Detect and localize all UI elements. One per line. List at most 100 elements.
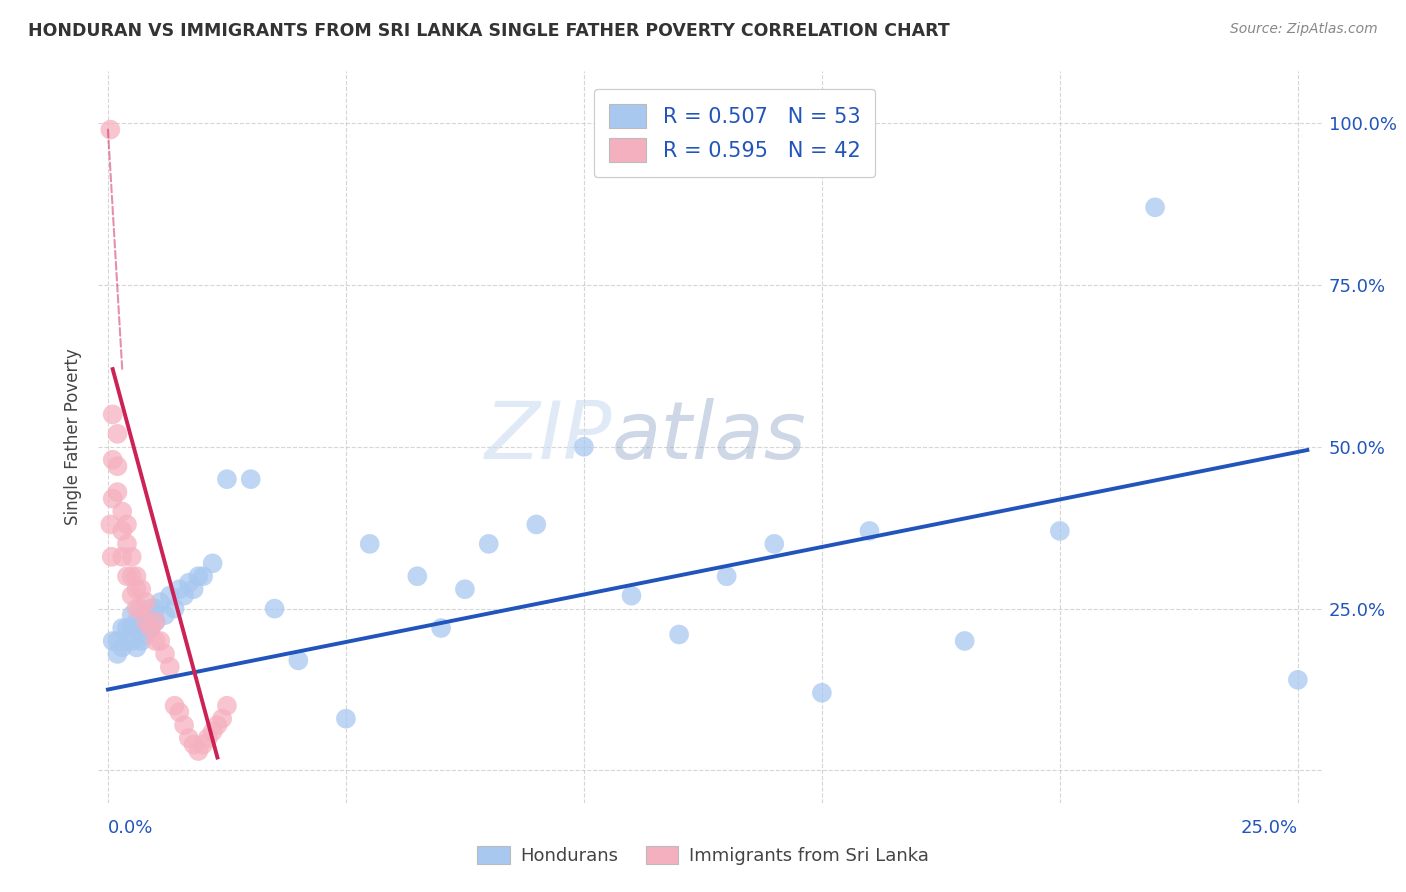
- Point: [145, 601, 167, 615]
- Point: [763, 537, 786, 551]
- Point: [215, 472, 238, 486]
- Legend: Hondurans, Immigrants from Sri Lanka: Hondurans, Immigrants from Sri Lanka: [468, 837, 938, 874]
- Point: [716, 569, 738, 583]
- Point: [263, 601, 285, 615]
- Point: [129, 634, 152, 648]
- Point: [668, 627, 690, 641]
- Point: [139, 621, 162, 635]
- Point: [163, 601, 186, 615]
- Point: [101, 491, 124, 506]
- Point: [191, 738, 214, 752]
- Point: [145, 634, 167, 648]
- Point: [1144, 200, 1167, 214]
- Point: [811, 686, 834, 700]
- Point: [149, 595, 172, 609]
- Point: [115, 569, 138, 583]
- Point: [129, 621, 152, 635]
- Point: [572, 440, 595, 454]
- Legend: R = 0.507   N = 53, R = 0.595   N = 42: R = 0.507 N = 53, R = 0.595 N = 42: [593, 89, 875, 177]
- Point: [107, 485, 129, 500]
- Point: [125, 582, 148, 597]
- Text: 25.0%: 25.0%: [1240, 819, 1298, 837]
- Point: [111, 524, 134, 538]
- Point: [163, 698, 186, 713]
- Point: [953, 634, 976, 648]
- Point: [524, 517, 547, 532]
- Point: [107, 426, 129, 441]
- Point: [121, 634, 143, 648]
- Point: [129, 582, 152, 597]
- Point: [207, 718, 229, 732]
- Point: [111, 549, 134, 564]
- Point: [159, 589, 181, 603]
- Point: [115, 621, 138, 635]
- Point: [125, 569, 148, 583]
- Point: [478, 537, 501, 551]
- Point: [121, 621, 143, 635]
- Point: [187, 569, 209, 583]
- Point: [101, 408, 124, 422]
- Point: [98, 122, 121, 136]
- Point: [135, 595, 157, 609]
- Point: [159, 660, 181, 674]
- Text: ZIP: ZIP: [485, 398, 612, 476]
- Point: [139, 601, 162, 615]
- Point: [620, 589, 643, 603]
- Point: [129, 601, 152, 615]
- Point: [215, 698, 238, 713]
- Point: [107, 634, 129, 648]
- Point: [145, 615, 167, 629]
- Point: [187, 744, 209, 758]
- Point: [177, 575, 200, 590]
- Point: [115, 537, 138, 551]
- Point: [1286, 673, 1309, 687]
- Point: [121, 608, 143, 623]
- Point: [121, 569, 143, 583]
- Point: [121, 549, 143, 564]
- Point: [115, 634, 138, 648]
- Point: [287, 653, 309, 667]
- Point: [125, 640, 148, 655]
- Point: [183, 738, 205, 752]
- Point: [858, 524, 880, 538]
- Point: [145, 615, 167, 629]
- Point: [125, 601, 148, 615]
- Point: [173, 589, 195, 603]
- Point: [139, 621, 162, 635]
- Point: [239, 472, 262, 486]
- Point: [111, 621, 134, 635]
- Point: [211, 712, 233, 726]
- Point: [115, 517, 138, 532]
- Point: [107, 647, 129, 661]
- Point: [135, 615, 157, 629]
- Point: [153, 608, 176, 623]
- Point: [335, 712, 357, 726]
- Text: 0.0%: 0.0%: [108, 819, 153, 837]
- Point: [111, 640, 134, 655]
- Point: [169, 705, 191, 719]
- Point: [135, 608, 157, 623]
- Point: [454, 582, 477, 597]
- Point: [153, 647, 176, 661]
- Point: [197, 731, 219, 745]
- Point: [111, 504, 134, 518]
- Text: HONDURAN VS IMMIGRANTS FROM SRI LANKA SINGLE FATHER POVERTY CORRELATION CHART: HONDURAN VS IMMIGRANTS FROM SRI LANKA SI…: [28, 22, 950, 40]
- Point: [430, 621, 453, 635]
- Point: [201, 557, 224, 571]
- Point: [101, 634, 124, 648]
- Point: [359, 537, 381, 551]
- Point: [169, 582, 191, 597]
- Point: [149, 634, 172, 648]
- Point: [121, 589, 143, 603]
- Point: [100, 549, 122, 564]
- Point: [173, 718, 195, 732]
- Point: [191, 569, 214, 583]
- Point: [107, 459, 129, 474]
- Point: [406, 569, 429, 583]
- Point: [125, 615, 148, 629]
- Point: [98, 517, 121, 532]
- Point: [101, 452, 124, 467]
- Y-axis label: Single Father Poverty: Single Father Poverty: [65, 349, 83, 525]
- Text: atlas: atlas: [612, 398, 807, 476]
- Point: [183, 582, 205, 597]
